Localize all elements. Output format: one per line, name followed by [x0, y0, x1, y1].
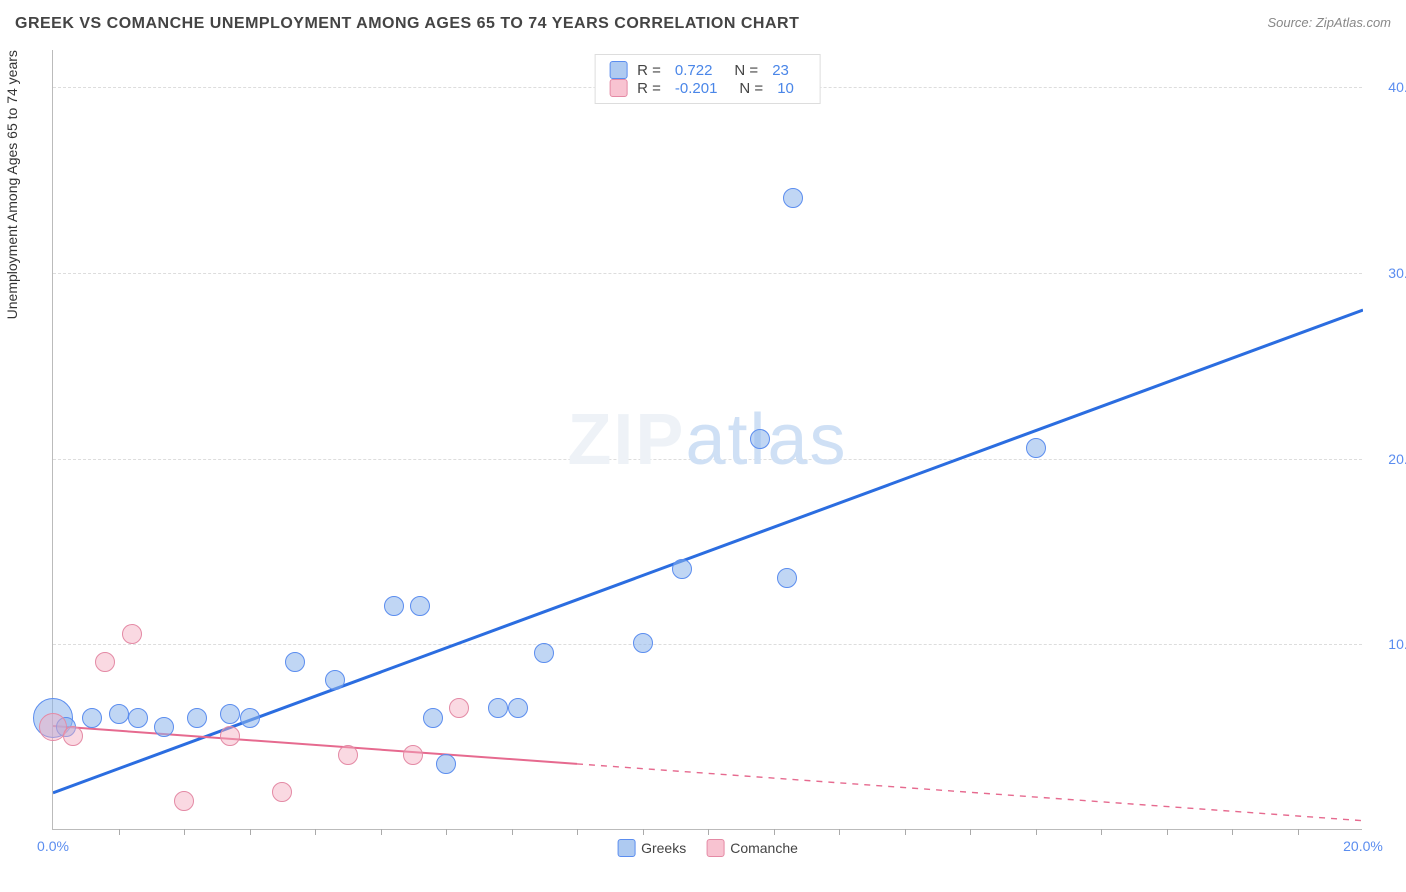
scatter-point-comanche: [449, 698, 469, 718]
scatter-point-greeks: [187, 708, 207, 728]
scatter-point-greeks: [410, 596, 430, 616]
source-attribution: Source: ZipAtlas.com: [1267, 15, 1391, 33]
scatter-point-greeks: [285, 652, 305, 672]
legend-r-value: -0.201: [675, 80, 718, 97]
scatter-point-greeks: [534, 643, 554, 663]
legend-n-label: N =: [734, 62, 758, 79]
plot-area: ZIPatlas R = 0.722 N = 23 R = -0.201 N =…: [52, 50, 1362, 830]
scatter-point-comanche: [63, 726, 83, 746]
legend-r-value: 0.722: [675, 62, 713, 79]
scatter-point-greeks: [384, 596, 404, 616]
scatter-point-greeks: [508, 698, 528, 718]
x-tick-mark: [184, 829, 185, 835]
scatter-point-greeks: [488, 698, 508, 718]
scatter-point-greeks: [109, 704, 129, 724]
legend-item: Comanche: [706, 839, 798, 857]
scatter-point-greeks: [240, 708, 260, 728]
scatter-point-greeks: [672, 559, 692, 579]
legend-swatch-blue: [609, 61, 627, 79]
x-tick-mark: [577, 829, 578, 835]
series-legend: Greeks Comanche: [617, 839, 798, 857]
scatter-point-greeks: [777, 568, 797, 588]
x-tick-mark: [1298, 829, 1299, 835]
legend-swatch-pink: [609, 79, 627, 97]
x-tick-mark: [905, 829, 906, 835]
legend-n-value: 10: [777, 80, 794, 97]
x-tick-mark: [1167, 829, 1168, 835]
x-tick-mark: [643, 829, 644, 835]
legend-swatch-blue: [617, 839, 635, 857]
x-tick-label: 0.0%: [37, 838, 69, 854]
scatter-point-comanche: [174, 791, 194, 811]
legend-n-value: 23: [772, 62, 789, 79]
gridline: [53, 459, 1362, 460]
legend-r-label: R =: [637, 62, 661, 79]
scatter-point-comanche: [95, 652, 115, 672]
scatter-point-comanche: [338, 745, 358, 765]
gridline: [53, 644, 1362, 645]
watermark-bold: ZIP: [567, 400, 685, 480]
legend-item: Greeks: [617, 839, 686, 857]
legend-label: Greeks: [641, 840, 686, 856]
x-tick-mark: [119, 829, 120, 835]
correlation-legend: R = 0.722 N = 23 R = -0.201 N = 10: [594, 54, 821, 104]
title-bar: GREEK VS COMANCHE UNEMPLOYMENT AMONG AGE…: [15, 15, 1391, 33]
y-tick-label: 30.0%: [1388, 265, 1406, 281]
x-tick-mark: [446, 829, 447, 835]
scatter-point-comanche: [122, 624, 142, 644]
y-tick-label: 10.0%: [1388, 636, 1406, 652]
x-tick-mark: [1232, 829, 1233, 835]
scatter-point-greeks: [82, 708, 102, 728]
x-tick-mark: [774, 829, 775, 835]
y-tick-label: 40.0%: [1388, 79, 1406, 95]
legend-label: Comanche: [730, 840, 798, 856]
x-tick-mark: [250, 829, 251, 835]
x-tick-label: 20.0%: [1343, 838, 1383, 854]
scatter-point-comanche: [220, 726, 240, 746]
legend-row: R = 0.722 N = 23: [609, 61, 806, 79]
x-tick-mark: [381, 829, 382, 835]
scatter-point-comanche: [272, 782, 292, 802]
chart-title: GREEK VS COMANCHE UNEMPLOYMENT AMONG AGE…: [15, 15, 799, 33]
legend-r-label: R =: [637, 80, 661, 97]
x-tick-mark: [1036, 829, 1037, 835]
x-tick-mark: [708, 829, 709, 835]
scatter-point-greeks: [1026, 438, 1046, 458]
scatter-point-greeks: [128, 708, 148, 728]
x-tick-mark: [970, 829, 971, 835]
scatter-point-greeks: [436, 754, 456, 774]
gridline: [53, 273, 1362, 274]
x-tick-mark: [315, 829, 316, 835]
x-tick-mark: [512, 829, 513, 835]
scatter-point-greeks: [783, 188, 803, 208]
scatter-point-comanche: [403, 745, 423, 765]
regression-line-extrapolated: [577, 764, 1363, 821]
scatter-point-greeks: [325, 670, 345, 690]
scatter-point-greeks: [423, 708, 443, 728]
watermark: ZIPatlas: [567, 399, 847, 481]
scatter-point-greeks: [633, 633, 653, 653]
legend-swatch-pink: [706, 839, 724, 857]
scatter-point-greeks: [750, 429, 770, 449]
x-tick-mark: [839, 829, 840, 835]
legend-n-label: N =: [739, 80, 763, 97]
legend-row: R = -0.201 N = 10: [609, 79, 806, 97]
scatter-point-greeks: [220, 704, 240, 724]
y-tick-label: 20.0%: [1388, 451, 1406, 467]
regression-line: [53, 726, 577, 764]
x-tick-mark: [1101, 829, 1102, 835]
y-axis-label: Unemployment Among Ages 65 to 74 years: [4, 50, 20, 319]
scatter-point-greeks: [154, 717, 174, 737]
